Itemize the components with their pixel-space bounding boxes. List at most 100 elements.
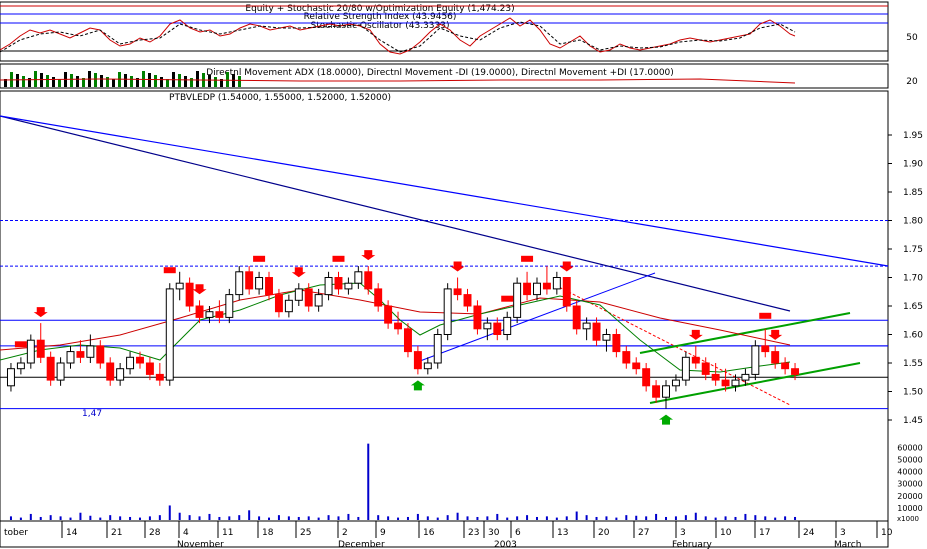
candle: [205, 306, 214, 324]
candle: [542, 266, 551, 295]
volume-bar: [347, 513, 350, 520]
volume-bar: [724, 516, 727, 520]
candle: [503, 311, 512, 341]
price-tick-label: 1.75: [903, 245, 923, 255]
volume-tick-label: 10000: [897, 504, 922, 513]
x-axis: tober 14 21 28 4 11 18 25 2 9 16 23 30 6 13 20 27 3 10 17 24…: [0, 521, 893, 549]
dmi-bar: [4, 79, 7, 87]
price-tick-label: 1.55: [903, 359, 923, 369]
volume-bar: [446, 515, 449, 520]
level-label: 1,47: [82, 409, 102, 419]
dmi-bar: [184, 76, 187, 87]
candle-pattern-marker: [501, 295, 514, 302]
volume-bar: [109, 515, 112, 520]
dmi-bar: [76, 76, 79, 87]
volume-bar: [79, 512, 82, 520]
volume-bar: [595, 516, 598, 520]
long-trendline-blue: [0, 115, 889, 267]
x-tick-label: tober: [4, 528, 28, 538]
volume-bar: [744, 513, 747, 520]
candle: [284, 294, 293, 318]
volume-bar: [655, 513, 658, 520]
price-tick-label: 1.90: [903, 160, 923, 170]
stoch-tick-50: 50: [906, 33, 918, 43]
candle: [671, 374, 680, 392]
candle: [423, 357, 432, 375]
x-tick-label: 23: [468, 528, 479, 538]
candle: [582, 317, 591, 341]
sell-arrow-icon: [192, 284, 207, 295]
candle: [384, 300, 393, 329]
volume-bar: [416, 513, 419, 520]
candle: [622, 345, 631, 369]
sell-arrow-icon: [291, 267, 306, 278]
volume-bar: [645, 516, 648, 520]
candle: [334, 271, 343, 295]
price-candles: [6, 266, 800, 409]
dmi-bar: [52, 77, 55, 87]
candle-pattern-marker: [163, 267, 176, 274]
volume-tick-label: 60000: [897, 443, 922, 452]
x-tick-label: 6: [515, 528, 521, 538]
volume-bar: [287, 516, 290, 520]
month-label: March: [834, 540, 861, 549]
dmi-bar: [148, 73, 151, 87]
volume-bar: [406, 516, 409, 520]
candle: [76, 340, 85, 363]
volume-bar: [99, 517, 102, 520]
dmi-bar: [208, 75, 211, 87]
candle: [175, 271, 184, 301]
candle: [304, 283, 313, 312]
volume-unit-label: x1000: [897, 515, 919, 523]
volume-bar: [317, 517, 320, 520]
x-tick-label: 18: [262, 528, 274, 538]
x-tick-label: 25: [300, 528, 311, 538]
volume-bar: [615, 517, 618, 520]
volume-bar: [19, 517, 22, 520]
stochastic-panel-title: Equity + Stochastic 20/80 w/Optimization…: [245, 4, 514, 14]
month-label: 2003: [494, 540, 517, 549]
dmi-bar: [130, 76, 133, 87]
volume-bar: [764, 516, 767, 520]
price-tick-label: 1.60: [903, 331, 923, 341]
month-label: November: [177, 540, 224, 549]
volume-bar: [49, 515, 52, 520]
dmi-bar: [22, 76, 25, 87]
volume-bar: [704, 516, 707, 520]
candle: [116, 363, 125, 386]
candle: [364, 266, 373, 295]
sell-arrow-icon: [361, 250, 376, 261]
candle: [136, 351, 144, 369]
candle: [642, 363, 651, 392]
volume-bar: [228, 516, 231, 520]
month-label: February: [672, 540, 713, 549]
price-tick-label: 1.95: [903, 131, 923, 141]
price-trendlines: [0, 115, 889, 406]
volume-bar: [456, 512, 459, 520]
month-label: December: [338, 540, 385, 549]
candle: [66, 345, 75, 369]
candle: [46, 351, 55, 386]
volume-tick-label: 40000: [897, 468, 922, 477]
candle: [483, 317, 492, 341]
candle: [453, 277, 462, 301]
x-tick-label: 27: [638, 528, 649, 538]
candle: [16, 357, 25, 375]
dmi-bar: [154, 75, 157, 87]
dmi-bar: [28, 78, 31, 87]
dmi-bar: [58, 79, 61, 87]
dmi-bar: [112, 79, 115, 87]
price-tick-label: 1.65: [903, 302, 923, 312]
candle: [324, 271, 333, 301]
candle-pattern-marker: [759, 312, 772, 319]
candle: [374, 283, 383, 312]
candle: [6, 363, 15, 392]
candle: [513, 277, 522, 324]
volume-bar: [605, 516, 608, 520]
candle: [235, 266, 244, 301]
x-tick-label: 24: [803, 528, 815, 538]
volume-bar: [277, 515, 280, 520]
candle: [473, 300, 482, 335]
candle: [86, 334, 95, 363]
volume-bar: [397, 517, 400, 520]
